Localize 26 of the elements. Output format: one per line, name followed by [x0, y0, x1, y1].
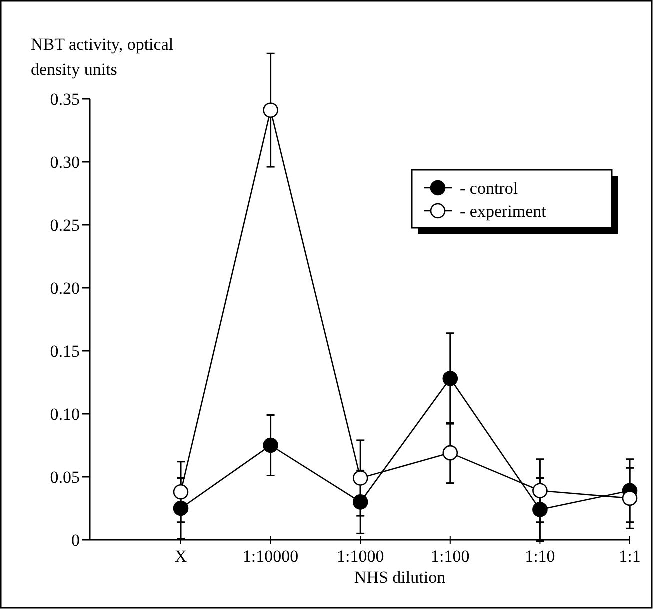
x-axis-title: NHS dilution: [354, 568, 446, 587]
point: [263, 102, 278, 118]
point: [352, 470, 368, 486]
x-tick-label: 1:1: [619, 547, 641, 566]
x-tick-label: 1:100: [431, 547, 470, 566]
legend-label: - control: [460, 178, 518, 198]
y-tick-label: 0.10: [50, 404, 80, 424]
y-tick-label: 0.05: [50, 468, 80, 487]
y-tick-label: 0.15: [50, 342, 80, 361]
y-tick-label: 0.35: [50, 90, 80, 109]
x-tick-label: X: [174, 547, 188, 566]
point: [263, 438, 278, 454]
point: [532, 483, 548, 499]
point: [442, 371, 458, 386]
x-tick-label: 1:10: [525, 547, 556, 566]
legend-label: - experiment: [460, 202, 547, 221]
point: [173, 484, 189, 500]
x-tick-label: 1:1000: [336, 547, 384, 566]
y-tick-label: 0.20: [50, 278, 80, 298]
point: [442, 445, 458, 461]
point: [622, 490, 638, 506]
y-tick-label: 0.30: [50, 152, 80, 172]
y-axis-title: NBT activity, optical density units: [31, 35, 174, 79]
y-tick-label: 0: [72, 530, 80, 550]
y-tick-label: 0.25: [50, 216, 80, 235]
x-tick-label: 1:10000: [242, 547, 299, 566]
